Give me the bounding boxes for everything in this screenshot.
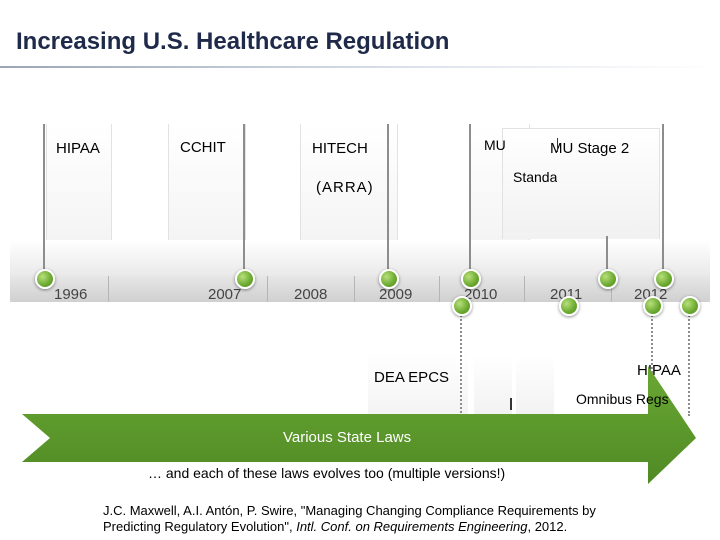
marker-hipaa-1996 xyxy=(35,269,55,289)
year-2007: 2007 xyxy=(208,286,242,303)
citation-text: Predicting Regulatory Evolution", xyxy=(103,519,297,534)
mu-stage2-bracket xyxy=(557,138,558,152)
timeline-bar xyxy=(10,276,710,302)
stem-dea-epcs xyxy=(460,304,462,416)
page-title: Increasing U.S. Healthcare Regulation xyxy=(16,28,450,55)
caption: … and each of these laws evolves too (mu… xyxy=(148,465,506,481)
stem-cchit xyxy=(243,124,245,278)
timeline-segment xyxy=(440,276,525,302)
event-panel-dea-epcs xyxy=(368,352,468,424)
marker-2011-below xyxy=(559,296,579,316)
citation: J.C. Maxwell, A.I. Antón, P. Swire, "Man… xyxy=(103,503,596,535)
timeline-segment xyxy=(10,276,109,302)
marker-mu-stage2-2012 xyxy=(654,269,674,289)
timeline-segment xyxy=(355,276,440,302)
marker-hitech-2009 xyxy=(379,269,399,289)
label-omnibus-regs: Omnibus Regs xyxy=(576,391,669,407)
stem-mu xyxy=(469,124,471,278)
year-2009: 2009 xyxy=(379,286,413,303)
stem-below-2011 xyxy=(510,398,512,410)
label-hitech: HITECH xyxy=(312,140,368,157)
year-1996: 1996 xyxy=(54,286,88,303)
marker-standards xyxy=(598,269,618,289)
timeline-segment xyxy=(268,276,355,302)
stem-hitech xyxy=(387,124,389,278)
label-mu: MU xyxy=(484,137,506,153)
arrow-label: Various State Laws xyxy=(283,429,412,446)
event-panel-below xyxy=(474,355,512,415)
label-standards: Standa xyxy=(513,169,557,185)
label-cchit: CCHIT xyxy=(180,139,226,156)
stem-hipaa xyxy=(43,124,45,278)
year-2010: 2010 xyxy=(464,286,498,303)
citation-venue: Intl. Conf. on Requirements Engineering xyxy=(296,519,528,534)
citation-year: , 2012. xyxy=(527,519,568,534)
year-2008: 2008 xyxy=(294,286,328,303)
label-hipaa: HIPAA xyxy=(56,140,100,157)
marker-cchit-2007 xyxy=(235,269,255,289)
label-dea-epcs: DEA EPCS xyxy=(374,369,450,386)
stem-mu-stage2 xyxy=(662,124,664,278)
marker-hipaa-omnibus xyxy=(643,296,663,316)
timeline-segment xyxy=(525,276,612,302)
timeline-segment xyxy=(109,276,268,302)
marker-dea-epcs xyxy=(452,296,472,316)
marker-2012-end xyxy=(680,296,700,316)
label-hipaa-below: HIPAA xyxy=(637,362,681,379)
citation-line-2: Predicting Regulatory Evolution", Intl. … xyxy=(103,519,596,535)
title-divider xyxy=(0,66,720,68)
citation-line-1: J.C. Maxwell, A.I. Antón, P. Swire, "Man… xyxy=(103,503,596,518)
event-panel-below xyxy=(516,354,554,416)
timeline-band xyxy=(10,240,710,276)
event-panel-mu-stage2 xyxy=(502,128,660,239)
label-arra: (ARRA) xyxy=(316,179,374,196)
stem-standards xyxy=(606,236,608,278)
marker-mu-2010 xyxy=(461,269,481,289)
stem-hipaa-omnibus-b xyxy=(688,304,690,416)
label-mu-stage2: MU Stage 2 xyxy=(550,140,630,157)
stem-hipaa-omnibus-a xyxy=(651,304,653,416)
